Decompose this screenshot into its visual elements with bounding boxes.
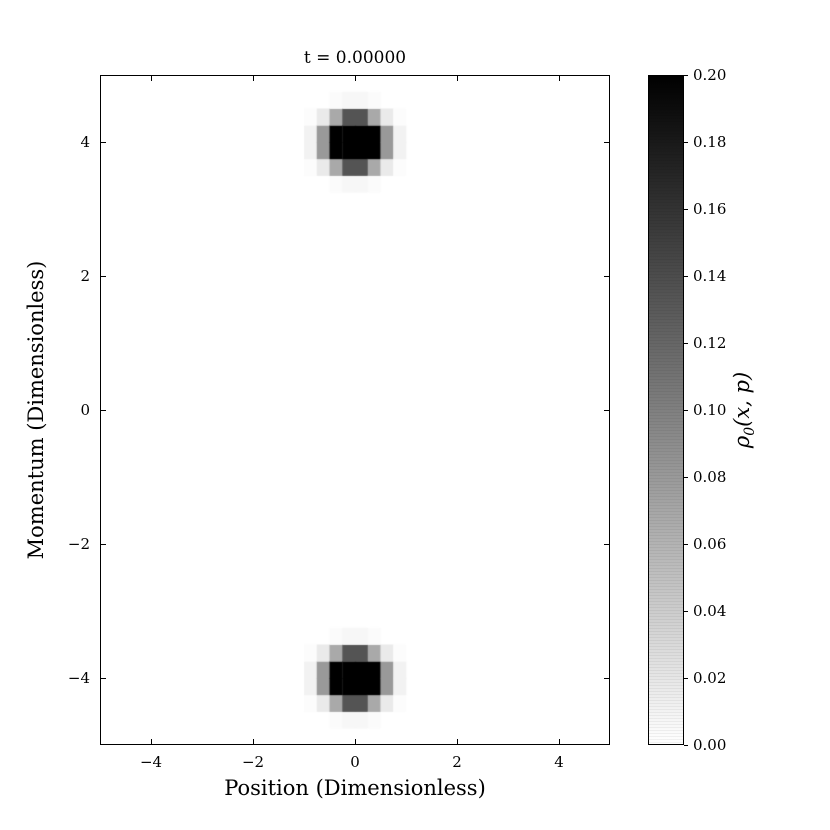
y-tick-mark [604, 141, 609, 143]
x-tick-label: −4 [139, 753, 163, 771]
x-axis-label: Position (Dimensionless) [224, 776, 486, 800]
colorbar-tick-mark [684, 275, 688, 277]
heatmap-canvas [100, 75, 610, 745]
colorbar-tick-mark [684, 677, 688, 679]
y-tick-label: −2 [67, 535, 90, 553]
x-tick-mark [252, 76, 254, 81]
colorbar-tick-mark [684, 342, 688, 344]
colorbar-tick-label: 0.08 [693, 468, 727, 486]
x-tick-mark [456, 739, 458, 744]
x-tick-mark [558, 739, 560, 744]
colorbar-tick-mark [684, 409, 688, 411]
colorbar-tick-label: 0.00 [693, 736, 727, 754]
x-tick-mark [252, 739, 254, 744]
colorbar-label-args: (x, p) [729, 371, 754, 427]
y-tick-mark [604, 543, 609, 545]
colorbar-tick-label: 0.02 [693, 669, 727, 687]
y-tick-label: 2 [80, 267, 90, 285]
y-tick-mark [101, 275, 106, 277]
x-tick-label: 0 [350, 753, 360, 771]
y-tick-mark [101, 141, 106, 143]
colorbar-gradient [649, 76, 683, 744]
x-tick-mark [558, 76, 560, 81]
colorbar-tick-mark [684, 543, 688, 545]
x-tick-label: 2 [452, 753, 462, 771]
plot-area [100, 75, 610, 745]
x-tick-mark [150, 76, 152, 81]
y-tick-label: 0 [80, 401, 90, 419]
x-tick-mark [150, 739, 152, 744]
colorbar-tick-label: 0.06 [693, 535, 727, 553]
colorbar-tick-label: 0.16 [693, 200, 727, 218]
colorbar-label-rho: ρ [729, 435, 754, 449]
plot-title: t = 0.00000 [303, 48, 407, 68]
y-tick-mark [101, 677, 106, 679]
x-tick-mark [354, 739, 356, 744]
y-tick-mark [101, 409, 106, 411]
colorbar-label-subscript: 0 [742, 426, 759, 436]
y-tick-mark [604, 275, 609, 277]
colorbar-tick-label: 0.20 [693, 66, 727, 84]
y-tick-label: −4 [67, 669, 90, 687]
colorbar-tick-mark [684, 74, 688, 76]
colorbar-tick-mark [684, 744, 688, 746]
y-tick-label: 4 [80, 133, 90, 151]
y-tick-mark [604, 409, 609, 411]
x-tick-label: −2 [241, 753, 265, 771]
colorbar-label: ρ0(x, p) [730, 372, 758, 448]
x-tick-mark [354, 76, 356, 81]
colorbar-tick-label: 0.10 [693, 401, 727, 419]
x-tick-mark [456, 76, 458, 81]
colorbar [648, 75, 684, 745]
colorbar-tick-label: 0.12 [693, 334, 727, 352]
colorbar-tick-mark [684, 208, 688, 210]
colorbar-tick-label: 0.14 [693, 267, 727, 285]
colorbar-tick-mark [684, 141, 688, 143]
y-tick-mark [604, 677, 609, 679]
colorbar-tick-mark [684, 610, 688, 612]
colorbar-tick-label: 0.18 [693, 133, 727, 151]
y-tick-mark [101, 543, 106, 545]
x-tick-label: 4 [554, 753, 564, 771]
axes-frame [100, 75, 610, 745]
y-axis-label: Momentum (Dimensionless) [24, 260, 48, 560]
colorbar-tick-label: 0.04 [693, 602, 727, 620]
colorbar-tick-mark [684, 476, 688, 478]
